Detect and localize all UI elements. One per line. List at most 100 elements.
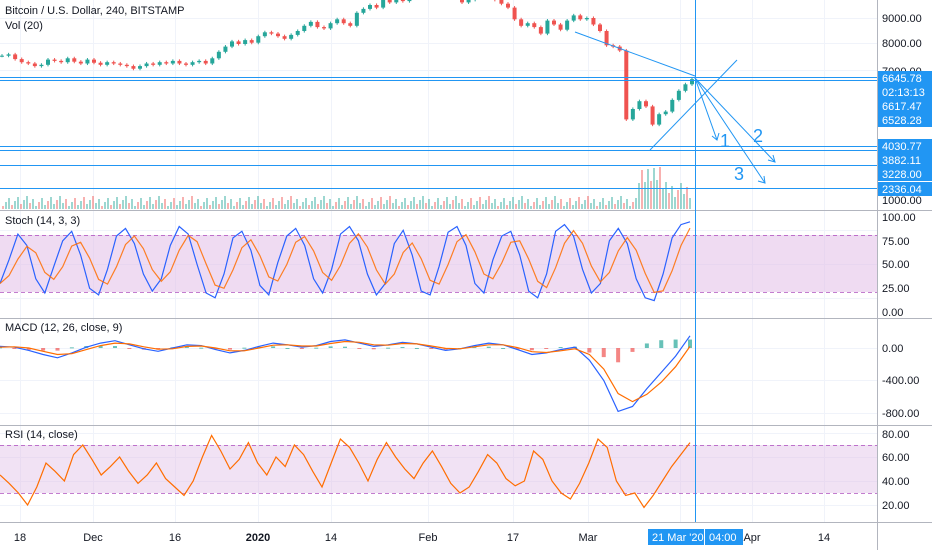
candle — [394, 0, 399, 3]
volume-bar — [629, 206, 631, 209]
volume-bar — [173, 198, 175, 209]
volume-bar — [50, 197, 52, 209]
volume-bar — [674, 197, 676, 209]
candle — [571, 15, 576, 21]
volume-bar — [155, 200, 157, 209]
macd-hist-bar — [98, 346, 103, 348]
time-axis[interactable]: 18 Dec 16 2020 14 Feb 17 Mar Apr 14 — [14, 532, 830, 544]
arrow-head — [767, 154, 776, 163]
volume-bar — [95, 203, 97, 209]
trend-line — [574, 31, 696, 77]
macd-hist-bar — [184, 346, 189, 348]
volume-bar — [479, 197, 481, 209]
candle — [676, 90, 681, 100]
crosshair-time-tag — [705, 529, 743, 545]
volume-bar — [125, 196, 127, 209]
volume-bar — [362, 199, 364, 209]
time-tick: Dec — [83, 532, 103, 544]
stoch-axis[interactable]: 100.00 75.00 50.00 25.00 0.00 — [882, 212, 916, 319]
volume-bar — [506, 205, 508, 209]
candle — [151, 63, 156, 65]
price-axis[interactable]: 9000.00 8000.00 7000.00 6645.78 02:13:13… — [878, 13, 932, 207]
candle — [78, 61, 83, 64]
volume-bar — [326, 203, 328, 209]
candle — [170, 60, 175, 64]
candle — [26, 62, 31, 64]
volume-bar — [62, 203, 64, 209]
price-label-tag — [878, 139, 932, 153]
volume-bar — [497, 206, 499, 209]
volume-bar — [56, 200, 58, 209]
volume-bar — [47, 201, 49, 209]
time-tick: 14 — [325, 532, 337, 544]
volume-bar — [254, 200, 256, 209]
volume-bar — [182, 197, 184, 209]
volume-bar — [176, 205, 178, 209]
macd-tick: -400.00 — [882, 375, 919, 387]
volume-bar — [77, 205, 79, 209]
volume-bar — [683, 194, 685, 209]
price-tick: 9000.00 — [882, 13, 922, 25]
candle — [670, 99, 675, 112]
candle — [341, 19, 346, 24]
candle — [289, 34, 294, 39]
macd-hist-bar — [414, 348, 419, 349]
volume-bar — [572, 205, 574, 209]
volume-bar — [317, 204, 319, 209]
volume-bar — [422, 196, 424, 209]
candle — [131, 66, 136, 69]
volume-bar — [452, 200, 454, 209]
macd-hist-bar — [328, 346, 333, 348]
volume-bar — [590, 203, 592, 209]
macd-hist-bar — [688, 339, 692, 348]
rsi-tick: 20.00 — [882, 500, 910, 512]
volume-bar — [20, 204, 22, 209]
macd-hist-bar — [630, 348, 635, 352]
macd-hist-bar — [529, 348, 534, 351]
stoch-title[interactable]: Stoch (14, 3, 3) — [5, 215, 80, 227]
macd-hist-bar — [472, 347, 477, 349]
volume-bar — [602, 198, 604, 209]
macd-tick: 0.00 — [882, 343, 903, 355]
trend-drawings[interactable] — [574, 31, 776, 184]
time-tick: 17 — [507, 532, 519, 544]
annotation-3: 3 — [734, 164, 744, 184]
price-label: 3882.11 — [882, 155, 921, 167]
candle — [197, 60, 202, 63]
volume-bar — [488, 196, 490, 209]
volume-bar — [149, 197, 151, 209]
volume-bar — [521, 196, 523, 209]
symbol-title[interactable]: Bitcoin / U.S. Dollar, 240, BITSTAMP — [5, 5, 185, 17]
rsi-title[interactable]: RSI (14, close) — [5, 429, 78, 441]
candle — [322, 27, 326, 29]
volume-bar — [353, 200, 355, 209]
volume-bar — [278, 201, 280, 209]
volume-bar — [107, 198, 109, 209]
macd-hist-bar — [41, 348, 46, 351]
macd-axis[interactable]: 0.00 -400.00 -800.00 — [882, 343, 919, 420]
volume-bar — [476, 201, 478, 209]
volume-bar — [323, 196, 325, 209]
volume-title[interactable]: Vol (20) — [5, 20, 43, 32]
candle — [624, 50, 629, 120]
volume-bar — [17, 197, 19, 209]
volume-bar — [128, 203, 130, 209]
candle — [256, 36, 261, 43]
volume-bar — [515, 204, 517, 209]
candle — [190, 62, 195, 65]
volume-bar — [287, 200, 289, 209]
volume-bar — [356, 196, 358, 209]
projection-arrow — [694, 77, 766, 184]
volume-bar — [440, 205, 442, 209]
macd-title[interactable]: MACD (12, 26, close, 9) — [5, 322, 122, 334]
rsi-axis[interactable]: 80.00 60.00 40.00 20.00 — [882, 429, 910, 512]
volume-bar — [2, 206, 4, 209]
volume-bar — [578, 197, 580, 209]
candle — [657, 114, 662, 125]
volume-bar — [266, 206, 268, 209]
annotation-2: 2 — [753, 126, 763, 146]
volume-bar — [38, 202, 40, 209]
volume-bar — [218, 204, 220, 209]
price-label: 4030.77 — [882, 141, 922, 153]
